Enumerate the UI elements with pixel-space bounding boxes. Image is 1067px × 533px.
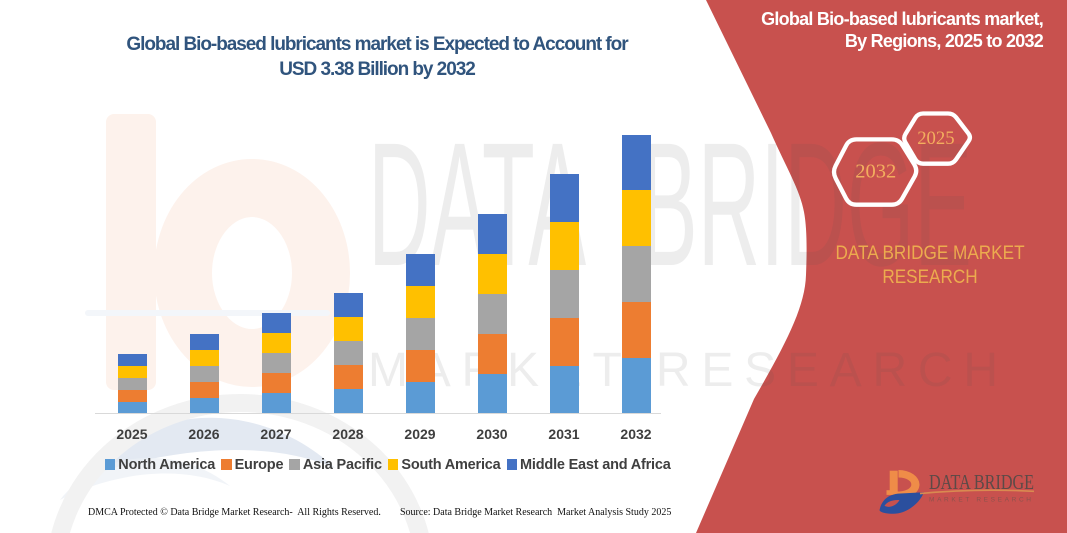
- svg-text:MARKET RESEARCH: MARKET RESEARCH: [929, 497, 1031, 504]
- svg-text:2025: 2025: [917, 128, 954, 149]
- svg-text:2032: 2032: [855, 161, 896, 183]
- svg-text:DATA BRIDGE: DATA BRIDGE: [929, 470, 1034, 494]
- svg-text:MARKET RESEARCH: MARKET RESEARCH: [368, 344, 998, 397]
